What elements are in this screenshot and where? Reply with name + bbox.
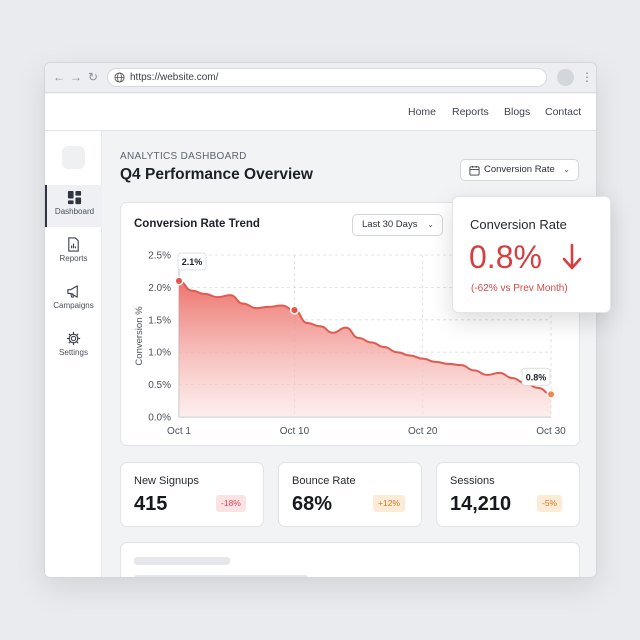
- nav-link-contact[interactable]: Contact: [545, 106, 582, 118]
- stat-card-new-signups[interactable]: New Signups 415 -18%: [120, 462, 264, 527]
- stat-label: Sessions: [450, 475, 495, 487]
- arrow-down-icon: [562, 243, 582, 270]
- sidebar-item-label: Dashboard: [54, 207, 95, 216]
- data-label: 2.1%: [182, 257, 203, 267]
- metric-dropdown-label: Conversion Rate: [484, 164, 555, 175]
- x-tick-label: Oct 10: [280, 426, 310, 437]
- back-button[interactable]: ←: [53, 70, 65, 84]
- stat-value: 415: [134, 493, 168, 515]
- browser-menu-icon[interactable]: ⋮: [581, 70, 593, 84]
- sidebar: Dashboard Reports Campaigns S: [45, 131, 102, 577]
- sidebar-item-reports[interactable]: Reports: [45, 232, 102, 274]
- forward-button[interactable]: →: [70, 70, 82, 84]
- popover-value: 0.8%: [469, 239, 542, 275]
- stat-change-badge: +12%: [373, 495, 405, 512]
- nav-link-home[interactable]: Home: [408, 106, 437, 118]
- sidebar-item-label: Reports: [59, 254, 88, 263]
- stat-value: 14,210: [450, 493, 512, 515]
- stat-change-badge: -5%: [537, 495, 563, 512]
- gear-icon: [66, 331, 81, 346]
- data-label-box: [521, 367, 551, 386]
- sidebar-item-label: Campaigns: [53, 301, 94, 310]
- sidebar-item-campaigns[interactable]: Campaigns: [45, 279, 102, 321]
- data-label: 0.8%: [526, 372, 547, 382]
- calendar-icon: [469, 165, 480, 176]
- dashboard-icon: [67, 190, 82, 205]
- y-tick-label: 1.0%: [148, 348, 171, 359]
- x-tick-label: Oct 30: [536, 426, 566, 437]
- page-eyebrow: ANALYTICS DASHBOARD: [120, 151, 247, 162]
- data-point: [289, 305, 299, 315]
- conversion-rate-chart: 0.0% 0.5% 1.0% 1.5% 2.0% 2.5% Oct 1 Oct 10 Oct 2…: [134, 251, 566, 438]
- data-point: [174, 276, 184, 286]
- page-title: Q4 Performance Overview: [120, 166, 313, 183]
- profile-avatar[interactable]: [557, 69, 574, 86]
- stat-value: 68%: [292, 493, 333, 515]
- address-bar[interactable]: https://website.com/: [107, 68, 547, 87]
- y-tick-label: 0.5%: [148, 380, 171, 391]
- date-range-dropdown[interactable]: Last 30 Days ⌄: [352, 214, 443, 236]
- skeleton-line: [134, 557, 230, 565]
- y-axis-label: Conversion %: [134, 306, 145, 366]
- app-logo: [62, 146, 85, 169]
- stat-label: New Signups: [134, 475, 199, 487]
- stat-change-badge: -18%: [216, 495, 246, 512]
- chart-title: Conversion Rate Trend: [134, 218, 260, 230]
- stat-card-bounce-rate[interactable]: Bounce Rate 68% +12%: [278, 462, 422, 527]
- skeleton-line: [134, 575, 308, 577]
- chevron-down-icon: ⌄: [427, 220, 434, 229]
- stat-card-sessions[interactable]: Sessions 14,210 -5%: [436, 462, 580, 527]
- nav-link-blogs[interactable]: Blogs: [504, 106, 531, 118]
- browser-window: ← → ↻ https://website.com/ ⋮ Home Report…: [44, 62, 597, 578]
- nav-link-reports[interactable]: Reports: [452, 106, 489, 118]
- sidebar-item-label: Settings: [59, 348, 88, 357]
- y-tick-label: 2.5%: [148, 251, 171, 262]
- y-tick-label: 0.0%: [148, 413, 171, 424]
- popover-delta: (-62% vs Prev Month): [471, 283, 568, 294]
- sidebar-item-settings[interactable]: Settings: [45, 326, 102, 368]
- area-fill: [179, 280, 551, 417]
- data-label-box: [177, 252, 207, 271]
- reload-button[interactable]: ↻: [87, 70, 99, 84]
- x-tick-label: Oct 20: [408, 426, 438, 437]
- popover-title: Conversion Rate: [470, 217, 567, 232]
- data-point: [546, 389, 556, 399]
- url-text: https://website.com/: [130, 72, 219, 83]
- globe-icon: [114, 72, 125, 83]
- megaphone-icon: [67, 285, 78, 298]
- stat-label: Bounce Rate: [292, 475, 356, 487]
- conversion-rate-popover: Conversion Rate 0.8% (-62% vs Prev Month…: [452, 196, 611, 313]
- loading-card: [120, 542, 580, 577]
- y-tick-label: 2.0%: [148, 283, 171, 294]
- browser-toolbar: ← → ↻ https://website.com/ ⋮: [45, 63, 596, 93]
- metric-dropdown[interactable]: Conversion Rate ⌄: [460, 159, 579, 181]
- y-tick-label: 1.5%: [148, 315, 171, 326]
- top-navigation: Home Reports Blogs Contact: [45, 94, 596, 131]
- date-range-label: Last 30 Days: [362, 219, 418, 230]
- sidebar-item-dashboard[interactable]: Dashboard: [45, 185, 102, 227]
- series-line: [178, 279, 552, 396]
- reports-icon: [68, 237, 79, 252]
- chevron-down-icon: ⌄: [563, 165, 570, 174]
- x-tick-label: Oct 1: [167, 426, 191, 437]
